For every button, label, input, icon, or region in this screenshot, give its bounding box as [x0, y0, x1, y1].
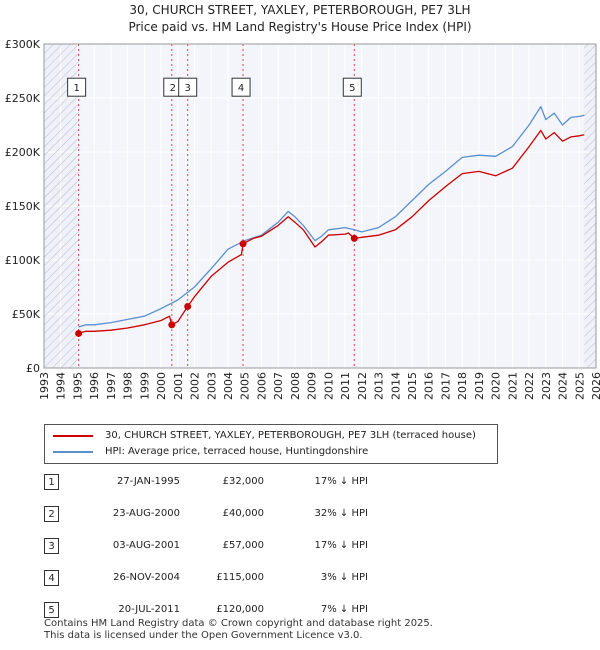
- x-tick-label: 2022: [523, 372, 536, 400]
- chart-title-line1: 30, CHURCH STREET, YAXLEY, PETERBOROUGH,…: [129, 3, 471, 17]
- sale-row: 2 23-AUG-2000 £40,000 32% ↓ HPI: [44, 506, 484, 522]
- y-tick-label: £200K: [5, 146, 41, 159]
- footer-attribution: Contains HM Land Registry data © Crown c…: [44, 618, 433, 642]
- x-tick-label: 1998: [122, 372, 135, 400]
- sale-point: [239, 240, 247, 248]
- x-tick-label: 1993: [38, 372, 51, 400]
- chart-legend: 30, CHURCH STREET, YAXLEY, PETERBOROUGH,…: [44, 424, 498, 464]
- y-tick-label: £150K: [5, 200, 41, 213]
- sale-point: [350, 234, 358, 242]
- x-tick-label: 1999: [138, 372, 151, 400]
- plot-frame: [43, 43, 597, 369]
- sale-hpi-diff: 17% ↓ HPI: [314, 540, 368, 551]
- footer-line1: Contains HM Land Registry data © Crown c…: [44, 618, 433, 629]
- x-tick-label: 2008: [289, 372, 302, 400]
- sale-badge: 3: [44, 538, 59, 554]
- x-tick-label: 2010: [322, 372, 335, 400]
- chart-title: 30, CHURCH STREET, YAXLEY, PETERBOROUGH,…: [0, 2, 600, 36]
- x-tick-label: 2017: [439, 372, 452, 400]
- x-tick-label: 2015: [406, 372, 419, 400]
- x-tick-label: 1997: [105, 372, 118, 400]
- sale-hpi-diff: 7% ↓ HPI: [320, 604, 368, 615]
- x-tick-label: 1994: [55, 372, 68, 400]
- sale-hpi-diff: 17% ↓ HPI: [314, 476, 368, 487]
- legend-label-hpi: HPI: Average price, terraced house, Hunt…: [105, 446, 369, 457]
- x-tick-label: 2011: [339, 372, 352, 400]
- sale-row: 3 03-AUG-2001 £57,000 17% ↓ HPI: [44, 538, 484, 554]
- sale-price: £57,000: [222, 540, 264, 551]
- x-tick-label: 2019: [473, 372, 486, 400]
- sale-label: 2: [170, 83, 176, 94]
- sale-date: 23-AUG-2000: [112, 508, 180, 519]
- footer-line2: This data is licensed under the Open Gov…: [44, 630, 363, 641]
- sale-label-box: [342, 77, 362, 97]
- sale-date: 03-AUG-2001: [112, 540, 180, 551]
- y-tick-label: £50K: [12, 308, 41, 321]
- sale-point: [184, 302, 192, 310]
- sale-price: £32,000: [222, 476, 264, 487]
- x-tick-label: 1995: [71, 372, 84, 400]
- sale-badge: 2: [44, 506, 59, 522]
- series-line: [78, 129, 585, 335]
- x-tick-label: 2006: [255, 372, 268, 400]
- no-data-hatch: [44, 44, 79, 368]
- y-tick-label: £300K: [5, 38, 41, 51]
- sale-point: [168, 321, 176, 329]
- sale-row: 5 20-JUL-2011 £120,000 7% ↓ HPI: [44, 602, 484, 618]
- sale-date: 27-JAN-1995: [116, 476, 180, 487]
- x-tick-label: 2009: [306, 372, 319, 400]
- sale-label: 3: [184, 83, 190, 94]
- sale-hpi-diff: 32% ↓ HPI: [314, 508, 368, 519]
- x-tick-label: 2003: [205, 372, 218, 400]
- sale-date: 20-JUL-2011: [118, 604, 180, 615]
- sale-label: 1: [73, 83, 79, 94]
- legend-entry-hpi: HPI: Average price, terraced house, Hunt…: [53, 444, 368, 460]
- x-tick-label: 2021: [506, 372, 519, 400]
- x-tick-label: 2014: [389, 372, 402, 400]
- y-tick-label: £100K: [5, 254, 41, 267]
- sale-badge: 4: [44, 570, 59, 586]
- legend-entry-property: 30, CHURCH STREET, YAXLEY, PETERBOROUGH,…: [53, 428, 476, 444]
- x-tick-label: 2020: [490, 372, 503, 400]
- y-tick-label: £0: [26, 362, 40, 375]
- x-tick-label: 2007: [272, 372, 285, 400]
- y-tick-label: £250K: [5, 92, 41, 105]
- sale-row: 4 26-NOV-2004 £115,000 3% ↓ HPI: [44, 570, 484, 586]
- sale-price: £115,000: [216, 572, 264, 583]
- x-tick-label: 2000: [155, 372, 168, 400]
- sale-label: 4: [238, 83, 244, 94]
- sale-badge: 1: [44, 474, 59, 490]
- x-tick-label: 2018: [456, 372, 469, 400]
- sale-point: [75, 329, 83, 337]
- legend-swatch-property: [53, 435, 93, 437]
- x-tick-label: 2016: [423, 372, 436, 400]
- series-line: [78, 105, 585, 328]
- sale-label-box: [178, 77, 198, 97]
- x-tick-label: 2001: [172, 372, 185, 400]
- x-tick-label: 2024: [557, 372, 570, 400]
- x-tick-label: 2026: [590, 372, 600, 400]
- legend-swatch-hpi: [53, 451, 93, 453]
- x-tick-label: 2012: [356, 372, 369, 400]
- sale-label-box: [67, 77, 87, 97]
- x-tick-label: 2023: [540, 372, 553, 400]
- sale-label: 5: [349, 83, 355, 94]
- sale-label-box: [231, 77, 251, 97]
- x-tick-label: 2002: [189, 372, 202, 400]
- x-tick-label: 2004: [222, 372, 235, 400]
- legend-label-property: 30, CHURCH STREET, YAXLEY, PETERBOROUGH,…: [105, 430, 476, 441]
- sale-row: 1 27-JAN-1995 £32,000 17% ↓ HPI: [44, 474, 484, 490]
- sale-date: 26-NOV-2004: [113, 572, 180, 583]
- chart-title-line2: Price paid vs. HM Land Registry's House …: [128, 20, 472, 34]
- x-tick-label: 2025: [573, 372, 586, 400]
- sale-price: £120,000: [216, 604, 264, 615]
- x-tick-label: 2005: [239, 372, 252, 400]
- sale-price: £40,000: [222, 508, 264, 519]
- x-tick-label: 1996: [88, 372, 101, 400]
- no-data-hatch: [584, 44, 596, 368]
- sale-badge: 5: [44, 602, 59, 618]
- sale-hpi-diff: 3% ↓ HPI: [320, 572, 368, 583]
- x-tick-label: 2013: [373, 372, 386, 400]
